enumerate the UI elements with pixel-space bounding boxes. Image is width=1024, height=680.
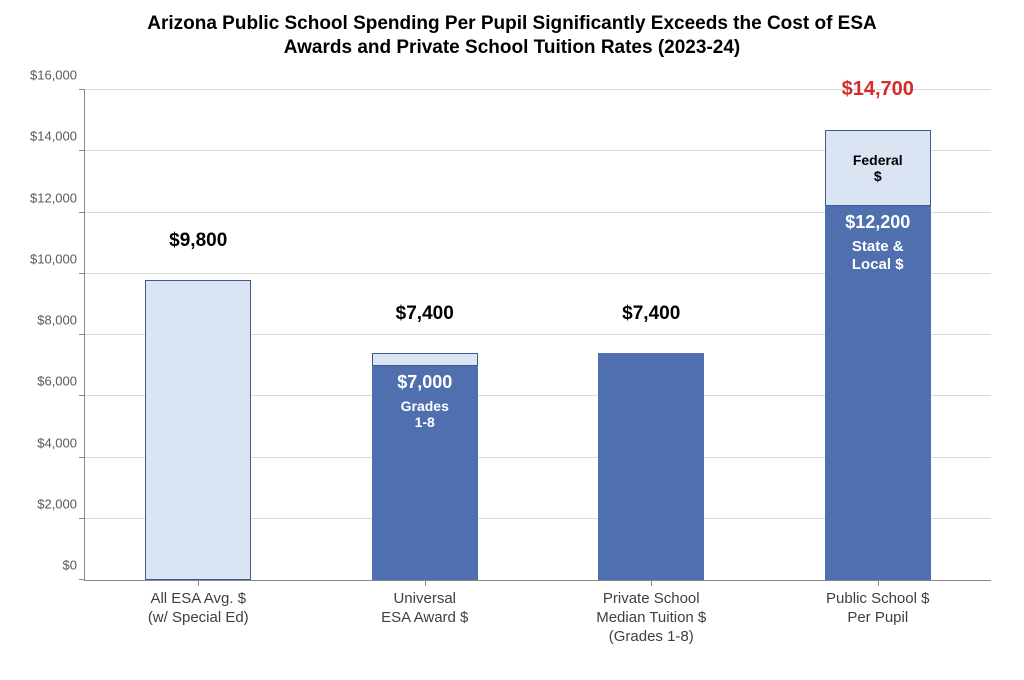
- bar-top-label: $7,400: [622, 303, 680, 325]
- ytick-mark: [79, 457, 85, 458]
- ytick-label: $8,000: [37, 313, 85, 328]
- ytick-mark: [79, 273, 85, 274]
- bar-segment: $12,200 State & Local $: [825, 206, 931, 580]
- x-category-label: All ESA Avg. $ (w/ Special Ed): [148, 580, 249, 628]
- segment-value-label: $12,200: [845, 212, 910, 233]
- ytick-label: $10,000: [30, 251, 85, 266]
- bar-segment: $7,000 Grades 1-8: [372, 366, 478, 580]
- bar-segment: [145, 280, 251, 580]
- ytick-mark: [79, 579, 85, 580]
- ytick-label: $16,000: [30, 68, 85, 83]
- x-category-label: Public School $ Per Pupil: [826, 580, 929, 628]
- ytick-mark: [79, 212, 85, 213]
- chart-title: Arizona Public School Spending Per Pupil…: [0, 12, 1024, 60]
- segment-sub-label: Grades 1-8: [401, 398, 449, 430]
- ytick-mark: [79, 395, 85, 396]
- ytick-mark: [79, 334, 85, 335]
- chart-container: Arizona Public School Spending Per Pupil…: [0, 0, 1024, 680]
- ytick-label: $2,000: [37, 496, 85, 511]
- ytick-label: $14,000: [30, 129, 85, 144]
- ytick-mark: [79, 89, 85, 90]
- bar-top-label: $9,800: [169, 230, 227, 252]
- segment-sub-label: Federal $: [852, 152, 904, 184]
- segment-value-label: $7,000: [397, 372, 452, 393]
- ytick-mark: [79, 518, 85, 519]
- bar-top-label: $14,700: [842, 78, 914, 101]
- ytick-label: $6,000: [37, 374, 85, 389]
- ytick-label: $4,000: [37, 435, 85, 450]
- bar-top-label: $7,400: [396, 303, 454, 325]
- bar-segment: [598, 353, 704, 580]
- x-category-label: Universal ESA Award $: [381, 580, 468, 628]
- x-category-label: Private School Median Tuition $ (Grades …: [596, 580, 706, 646]
- ytick-mark: [79, 150, 85, 151]
- ytick-label: $0: [63, 558, 85, 573]
- bar-segment: Federal $: [825, 130, 931, 207]
- ytick-label: $12,000: [30, 190, 85, 205]
- segment-sub-label: State & Local $: [852, 238, 904, 273]
- bar-segment: [372, 353, 478, 365]
- plot-area: $0$2,000$4,000$6,000$8,000$10,000$12,000…: [84, 90, 991, 581]
